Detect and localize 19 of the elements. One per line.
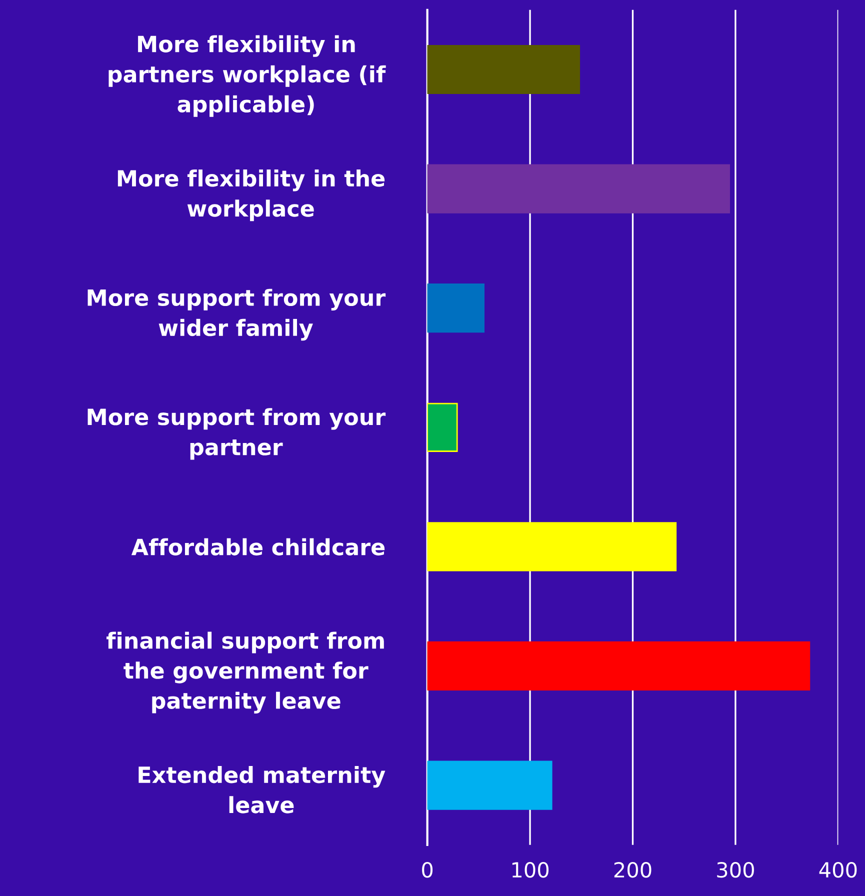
y-tick-label: Extended maternity leave	[138, 766, 386, 814]
bar	[427, 284, 484, 333]
bar	[427, 164, 730, 214]
bar	[427, 641, 810, 691]
y-tick-label: More flexibility in the workplace	[118, 170, 385, 222]
x-tick-label: 0	[422, 862, 433, 878]
y-tick-label: More support from your partner	[88, 408, 386, 460]
bar	[427, 760, 552, 810]
x-tick-label: 300	[717, 862, 754, 878]
bar	[427, 402, 458, 452]
bar	[427, 522, 677, 572]
x-tick-label: 200	[614, 862, 652, 878]
y-tick-label: financial support from the government for paternity leave	[106, 632, 384, 714]
bar	[427, 44, 580, 94]
y-tick-label: More support from your wider family	[88, 288, 386, 341]
y-tick-label: More flexibility in partners workplace (if applicable)	[108, 35, 386, 117]
x-tick-label: 100	[512, 862, 549, 878]
x-tick-label: 400	[819, 862, 857, 878]
y-tick-label: Affordable childcare	[131, 538, 385, 556]
